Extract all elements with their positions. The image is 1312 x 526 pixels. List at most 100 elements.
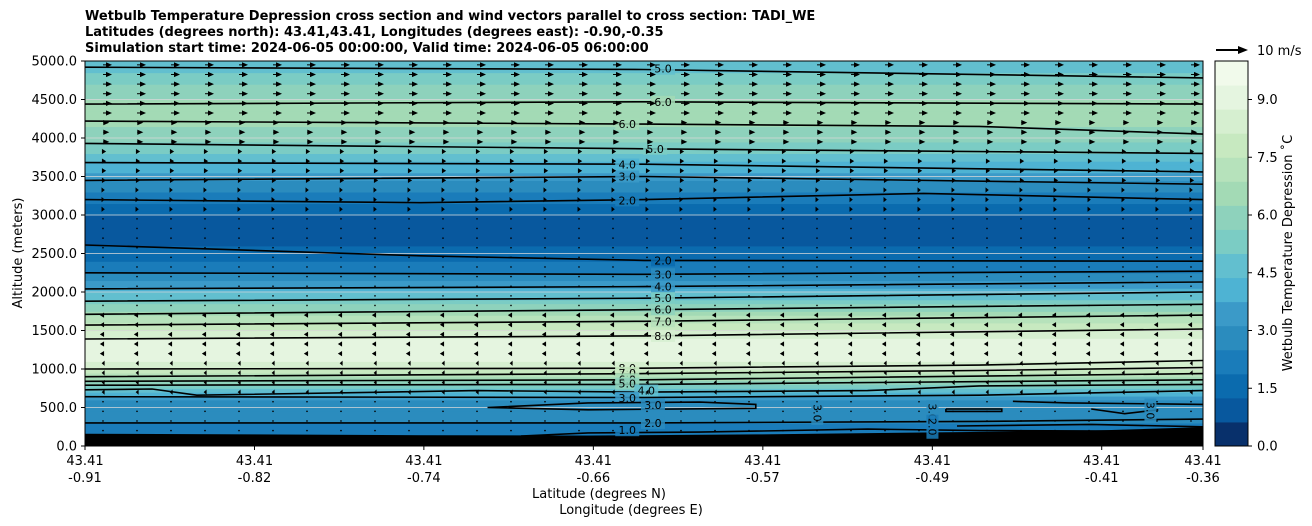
wind-vector-head xyxy=(1155,148,1161,155)
wind-vector xyxy=(544,218,546,220)
wind-vector xyxy=(850,420,852,422)
wind-vector-head xyxy=(820,100,826,106)
wind-vector-head xyxy=(509,379,513,386)
wind-vector xyxy=(476,246,478,249)
wind-vector-head xyxy=(1121,379,1125,386)
wind-vector-head xyxy=(582,100,588,106)
x-tick-label-lat: 43.41 xyxy=(744,454,781,469)
wind-vector-head xyxy=(611,379,615,386)
wind-vector-head xyxy=(1189,379,1193,386)
wind-vector xyxy=(884,266,886,268)
wind-vector xyxy=(476,218,478,220)
wind-vector-head xyxy=(237,187,241,193)
wind-vector-head xyxy=(815,187,819,193)
wind-vector xyxy=(1122,246,1124,249)
wind-vector-head xyxy=(1187,312,1193,318)
wind-vector xyxy=(1054,285,1056,288)
contour-line xyxy=(85,281,1203,290)
wind-vector-head xyxy=(1019,370,1023,376)
wind-vector xyxy=(578,218,580,220)
wind-vector-head xyxy=(611,360,615,366)
contour-fill-band xyxy=(85,426,1203,432)
wind-vector-head xyxy=(1017,351,1023,357)
wind-vector-head xyxy=(99,351,105,357)
wind-vector-head xyxy=(747,187,751,193)
wind-vector-head xyxy=(613,139,620,145)
wind-vector-head xyxy=(815,360,819,366)
contour-label: 7.0 xyxy=(654,315,672,328)
wind-vector-head xyxy=(917,379,921,386)
wind-vector xyxy=(748,237,750,239)
wind-vector xyxy=(884,227,886,230)
wind-vector xyxy=(646,285,648,288)
wind-vector-head xyxy=(1155,168,1161,174)
wind-vector-head xyxy=(681,129,688,135)
wind-vector-head xyxy=(1024,110,1030,116)
contour-label-bg xyxy=(651,268,676,281)
x-tick-label-lat: 43.41 xyxy=(66,454,103,469)
wind-vector xyxy=(748,304,750,307)
wind-vector-head xyxy=(305,187,309,193)
wind-vector-head xyxy=(407,148,413,155)
contour-line xyxy=(85,270,1203,276)
wind-vector-head xyxy=(339,206,343,212)
wind-vector-head xyxy=(781,187,785,193)
wind-vector-head xyxy=(475,158,481,164)
wind-vector xyxy=(782,256,784,259)
wind-vector-head xyxy=(305,148,311,155)
wind-vector xyxy=(578,295,580,297)
wind-vector xyxy=(476,304,478,307)
contour-label-bg xyxy=(615,377,640,390)
wind-vector-head xyxy=(271,379,275,386)
wind-vector-head xyxy=(171,120,178,126)
wind-vector xyxy=(306,304,308,307)
wind-vector-head xyxy=(507,341,513,347)
wind-vector xyxy=(748,400,750,403)
wind-vector-head xyxy=(473,351,479,357)
wind-vector-head xyxy=(305,177,311,183)
wind-vector-head xyxy=(235,331,241,337)
wind-vector-head xyxy=(922,62,928,68)
wind-vector xyxy=(510,295,512,297)
wind-vector xyxy=(170,275,172,278)
wind-vector xyxy=(340,237,342,239)
contour-fill-band xyxy=(85,118,1203,124)
wind-vector xyxy=(612,410,614,413)
wind-vector-head xyxy=(718,100,724,106)
colorbar-frame xyxy=(1214,60,1249,447)
wind-vector xyxy=(816,256,818,259)
wind-vector-head xyxy=(786,81,792,87)
wind-vector xyxy=(612,304,614,307)
wind-vector-head xyxy=(1087,206,1091,212)
wind-vector xyxy=(476,400,478,403)
wind-vector-head xyxy=(815,379,819,386)
wind-vector xyxy=(646,400,648,403)
wind-vector-head xyxy=(1189,187,1193,193)
wind-vector xyxy=(884,400,886,403)
wind-vector-head xyxy=(201,331,207,337)
contour-fill-band xyxy=(85,365,1203,370)
wind-reference-key: 10 m/s xyxy=(1216,44,1302,59)
wind-vector-head xyxy=(582,91,588,97)
contour-label-bg xyxy=(651,62,676,75)
wind-vector xyxy=(816,285,818,288)
wind-vector-head xyxy=(548,81,554,87)
wind-vector xyxy=(306,429,308,432)
x-tick-label-lat: 43.41 xyxy=(1184,454,1221,469)
wind-vector-head xyxy=(949,322,955,328)
title-line-2: Latitudes (degrees north): 43.41,43.41, … xyxy=(85,25,664,40)
wind-vector-head xyxy=(446,91,452,97)
contour-fill-band xyxy=(85,195,1203,201)
wind-vector xyxy=(986,275,988,278)
wind-vector xyxy=(238,410,240,413)
wind-vector xyxy=(884,420,886,422)
wind-vector xyxy=(578,429,580,432)
wind-vector xyxy=(408,256,410,259)
contour-label-bg xyxy=(651,95,676,108)
wind-vector xyxy=(1020,218,1022,220)
wind-vector-head xyxy=(849,389,853,395)
wind-vector xyxy=(476,285,478,288)
contour-line xyxy=(85,192,1203,204)
wind-vector-head xyxy=(548,71,554,78)
wind-vector xyxy=(714,410,716,413)
